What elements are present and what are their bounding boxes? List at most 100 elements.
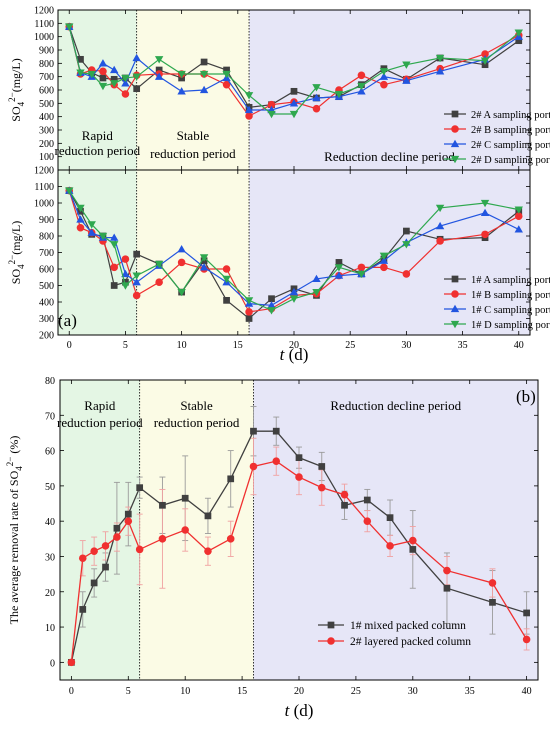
y-tick-label: 1100 (34, 19, 54, 30)
data-point (244, 92, 254, 100)
data-point (110, 75, 118, 83)
period-label: Stable (180, 398, 213, 413)
data-point (76, 69, 85, 77)
data-point (87, 70, 96, 79)
data-point (402, 241, 411, 249)
data-point (132, 278, 141, 286)
data-point (223, 296, 230, 304)
data-point (267, 110, 276, 119)
series-line (70, 460, 528, 663)
y-tick-label: 50 (45, 482, 55, 493)
data-point (135, 545, 144, 554)
ylabel-part: (mg/L) (9, 221, 23, 255)
data-point (514, 212, 523, 220)
data-point (340, 490, 349, 499)
data-point (90, 547, 98, 555)
data-point (480, 57, 490, 65)
y-tick-label: 900 (39, 215, 54, 226)
data-point (154, 72, 164, 80)
x-axis-label-var: t (285, 701, 291, 720)
legend-label: 1# B sampling port (471, 290, 550, 301)
data-point (222, 275, 231, 284)
data-point (121, 255, 130, 263)
data-point (99, 67, 107, 76)
data-point (363, 496, 371, 504)
y-tick-label: 0 (50, 658, 55, 669)
x-axis-label-unit: (d) (289, 701, 313, 720)
data-point (514, 225, 523, 233)
data-point (122, 278, 129, 286)
data-point (317, 483, 326, 492)
y-tick-label: 1200 (34, 166, 54, 177)
data-point (443, 566, 451, 575)
legend-label: 1# C sampling port (471, 305, 550, 316)
data-point (121, 90, 130, 98)
period-label: reduction period (55, 143, 141, 158)
data-point (489, 598, 496, 606)
data-point (136, 484, 144, 492)
data-point (133, 250, 141, 258)
data-point (121, 79, 130, 87)
data-point (121, 74, 130, 83)
ylabel-sub: 4 (14, 466, 24, 471)
data-point (158, 535, 167, 543)
period-label: reduction period (57, 415, 143, 430)
data-point (250, 427, 257, 435)
period-label: Reduction decline period (324, 149, 455, 164)
y-tick-label: 800 (39, 59, 54, 70)
data-point (379, 68, 389, 76)
data-point (249, 462, 258, 471)
panel-a-label: (a) (58, 311, 77, 330)
data-point (312, 104, 321, 113)
data-point (312, 274, 321, 283)
legend-label: 1# mixed packed column (350, 620, 466, 632)
x-tick-label: 0 (69, 686, 74, 697)
legend-marker (327, 637, 335, 645)
data-point (98, 59, 108, 67)
period-label: Reduction decline period (330, 398, 461, 413)
period-band (60, 380, 140, 680)
data-point (121, 269, 130, 278)
data-point (380, 263, 388, 272)
y-tick-label: 10 (45, 623, 55, 634)
data-point (109, 241, 119, 249)
data-point (289, 287, 299, 296)
data-point (334, 264, 344, 272)
data-point (267, 301, 276, 309)
x-tick-label: 5 (123, 340, 128, 351)
data-point (289, 99, 299, 107)
x-tick-label: 35 (465, 686, 475, 697)
data-point (79, 606, 87, 613)
legend-label: 2# A sampling port (471, 110, 550, 121)
data-point (102, 563, 109, 571)
data-point (65, 23, 74, 31)
legend-marker (327, 621, 335, 629)
y-axis-label: SO42−(mg/L) (7, 58, 26, 121)
y-tick-label: 400 (39, 298, 54, 309)
data-point (295, 454, 303, 462)
data-point (124, 510, 132, 518)
series-line (68, 26, 520, 117)
data-point (435, 204, 445, 213)
data-point (109, 80, 119, 88)
data-point (76, 215, 85, 223)
x-tick-label: 15 (237, 686, 247, 697)
data-point (357, 71, 366, 80)
data-point (204, 512, 212, 520)
ylabel-sup: 2− (7, 255, 17, 265)
x-axis-label-unit: (d) (284, 345, 308, 364)
data-point (77, 55, 84, 63)
data-point (204, 547, 212, 555)
x-axis-label: t (d) (280, 345, 309, 364)
data-point (334, 90, 344, 99)
data-point (379, 256, 389, 264)
data-point (155, 66, 163, 74)
period-label: Stable (177, 128, 210, 143)
legend-label: 2# D sampling port (471, 155, 550, 166)
y-tick-label: 200 (39, 331, 54, 342)
data-point (177, 288, 186, 297)
data-point (488, 579, 497, 587)
legend-marker (450, 304, 460, 313)
data-point (312, 93, 321, 102)
